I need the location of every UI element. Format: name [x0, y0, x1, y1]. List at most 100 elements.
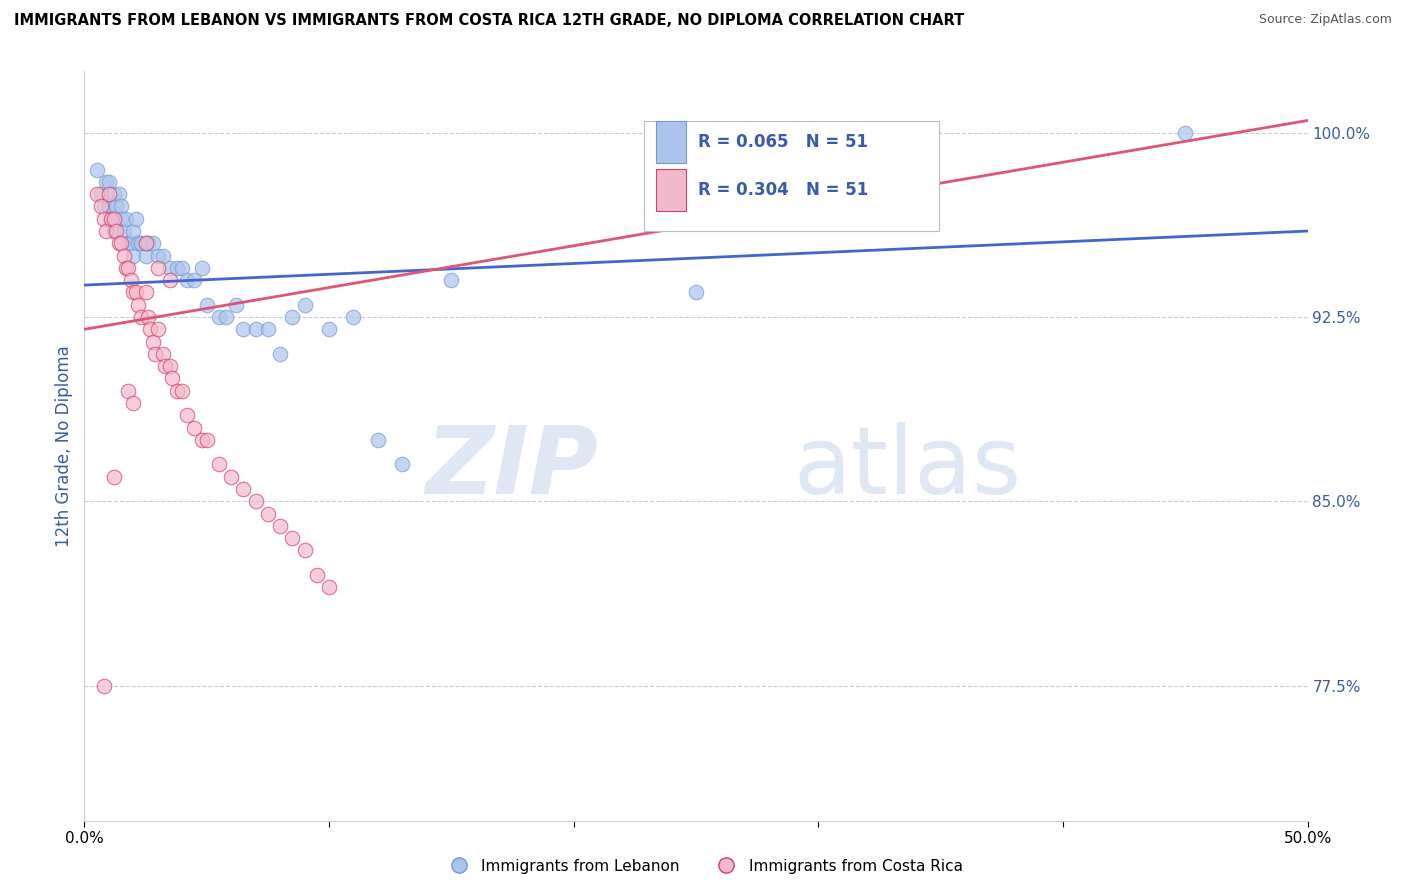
Point — [127, 236, 149, 251]
Point — [440, 273, 463, 287]
Point — [93, 199, 115, 213]
Point — [159, 359, 181, 373]
Point — [208, 458, 231, 472]
Point — [142, 236, 165, 251]
Point — [122, 224, 145, 238]
Point — [100, 211, 122, 226]
Point — [110, 211, 132, 226]
Point — [219, 469, 242, 483]
Point — [136, 310, 159, 324]
Point — [172, 260, 194, 275]
Point — [136, 236, 159, 251]
Point — [269, 519, 291, 533]
Point — [120, 236, 142, 251]
Point — [367, 433, 389, 447]
Point — [152, 347, 174, 361]
Point — [153, 359, 176, 373]
Point — [269, 347, 291, 361]
Y-axis label: 12th Grade, No Diploma: 12th Grade, No Diploma — [55, 345, 73, 547]
Point — [318, 322, 340, 336]
Text: Source: ZipAtlas.com: Source: ZipAtlas.com — [1258, 13, 1392, 27]
Text: R = 0.304   N = 51: R = 0.304 N = 51 — [697, 181, 868, 199]
Point — [305, 568, 328, 582]
Point — [176, 409, 198, 423]
Point — [342, 310, 364, 324]
Point — [159, 260, 181, 275]
Point — [90, 199, 112, 213]
Point — [122, 249, 145, 263]
Point — [107, 236, 129, 251]
Point — [97, 199, 120, 213]
Point — [142, 334, 165, 349]
Point — [125, 211, 148, 226]
Point — [294, 298, 316, 312]
Point — [225, 298, 247, 312]
Point — [117, 260, 139, 275]
Point — [120, 273, 142, 287]
Point — [139, 322, 162, 336]
Point — [135, 285, 157, 300]
Point — [112, 224, 135, 238]
Point — [129, 236, 152, 251]
Text: IMMIGRANTS FROM LEBANON VS IMMIGRANTS FROM COSTA RICA 12TH GRADE, NO DIPLOMA COR: IMMIGRANTS FROM LEBANON VS IMMIGRANTS FR… — [14, 13, 965, 29]
Point — [103, 469, 125, 483]
Point — [257, 507, 280, 521]
Point — [232, 482, 254, 496]
Point — [191, 433, 214, 447]
Point — [117, 236, 139, 251]
Point — [115, 211, 138, 226]
Point — [122, 285, 145, 300]
Point — [172, 384, 194, 398]
Point — [191, 260, 214, 275]
Point — [93, 211, 115, 226]
Legend: Immigrants from Lebanon, Immigrants from Costa Rica: Immigrants from Lebanon, Immigrants from… — [437, 853, 969, 880]
Point — [143, 347, 166, 361]
Point — [105, 224, 128, 238]
Point — [125, 285, 148, 300]
Point — [257, 322, 280, 336]
Point — [685, 285, 707, 300]
Text: ZIP: ZIP — [425, 423, 598, 515]
Point — [135, 249, 157, 263]
Point — [294, 543, 316, 558]
Point — [129, 310, 152, 324]
Point — [162, 371, 184, 385]
Point — [318, 580, 340, 594]
Point — [97, 175, 120, 189]
Point — [86, 162, 108, 177]
Point — [146, 249, 169, 263]
Point — [183, 273, 205, 287]
Point — [110, 236, 132, 251]
Point — [117, 384, 139, 398]
Point — [159, 273, 181, 287]
Point — [96, 175, 118, 189]
Point — [215, 310, 238, 324]
Point — [208, 310, 231, 324]
Point — [135, 236, 157, 251]
Text: atlas: atlas — [794, 423, 1022, 515]
Point — [115, 260, 138, 275]
Point — [97, 187, 120, 202]
Point — [90, 187, 112, 202]
Point — [100, 211, 122, 226]
Point — [110, 199, 132, 213]
Point — [103, 187, 125, 202]
Point — [105, 199, 128, 213]
Point — [122, 396, 145, 410]
Point — [135, 236, 157, 251]
Point — [103, 211, 125, 226]
Point — [146, 260, 169, 275]
Point — [1174, 126, 1197, 140]
Point — [146, 322, 169, 336]
Text: R = 0.065   N = 51: R = 0.065 N = 51 — [697, 133, 868, 151]
Point — [107, 187, 129, 202]
Point — [127, 298, 149, 312]
Point — [176, 273, 198, 287]
Point — [96, 224, 118, 238]
Point — [183, 420, 205, 434]
Point — [166, 384, 188, 398]
Point — [245, 322, 267, 336]
Point — [232, 322, 254, 336]
Point — [93, 679, 115, 693]
Point — [281, 531, 304, 545]
